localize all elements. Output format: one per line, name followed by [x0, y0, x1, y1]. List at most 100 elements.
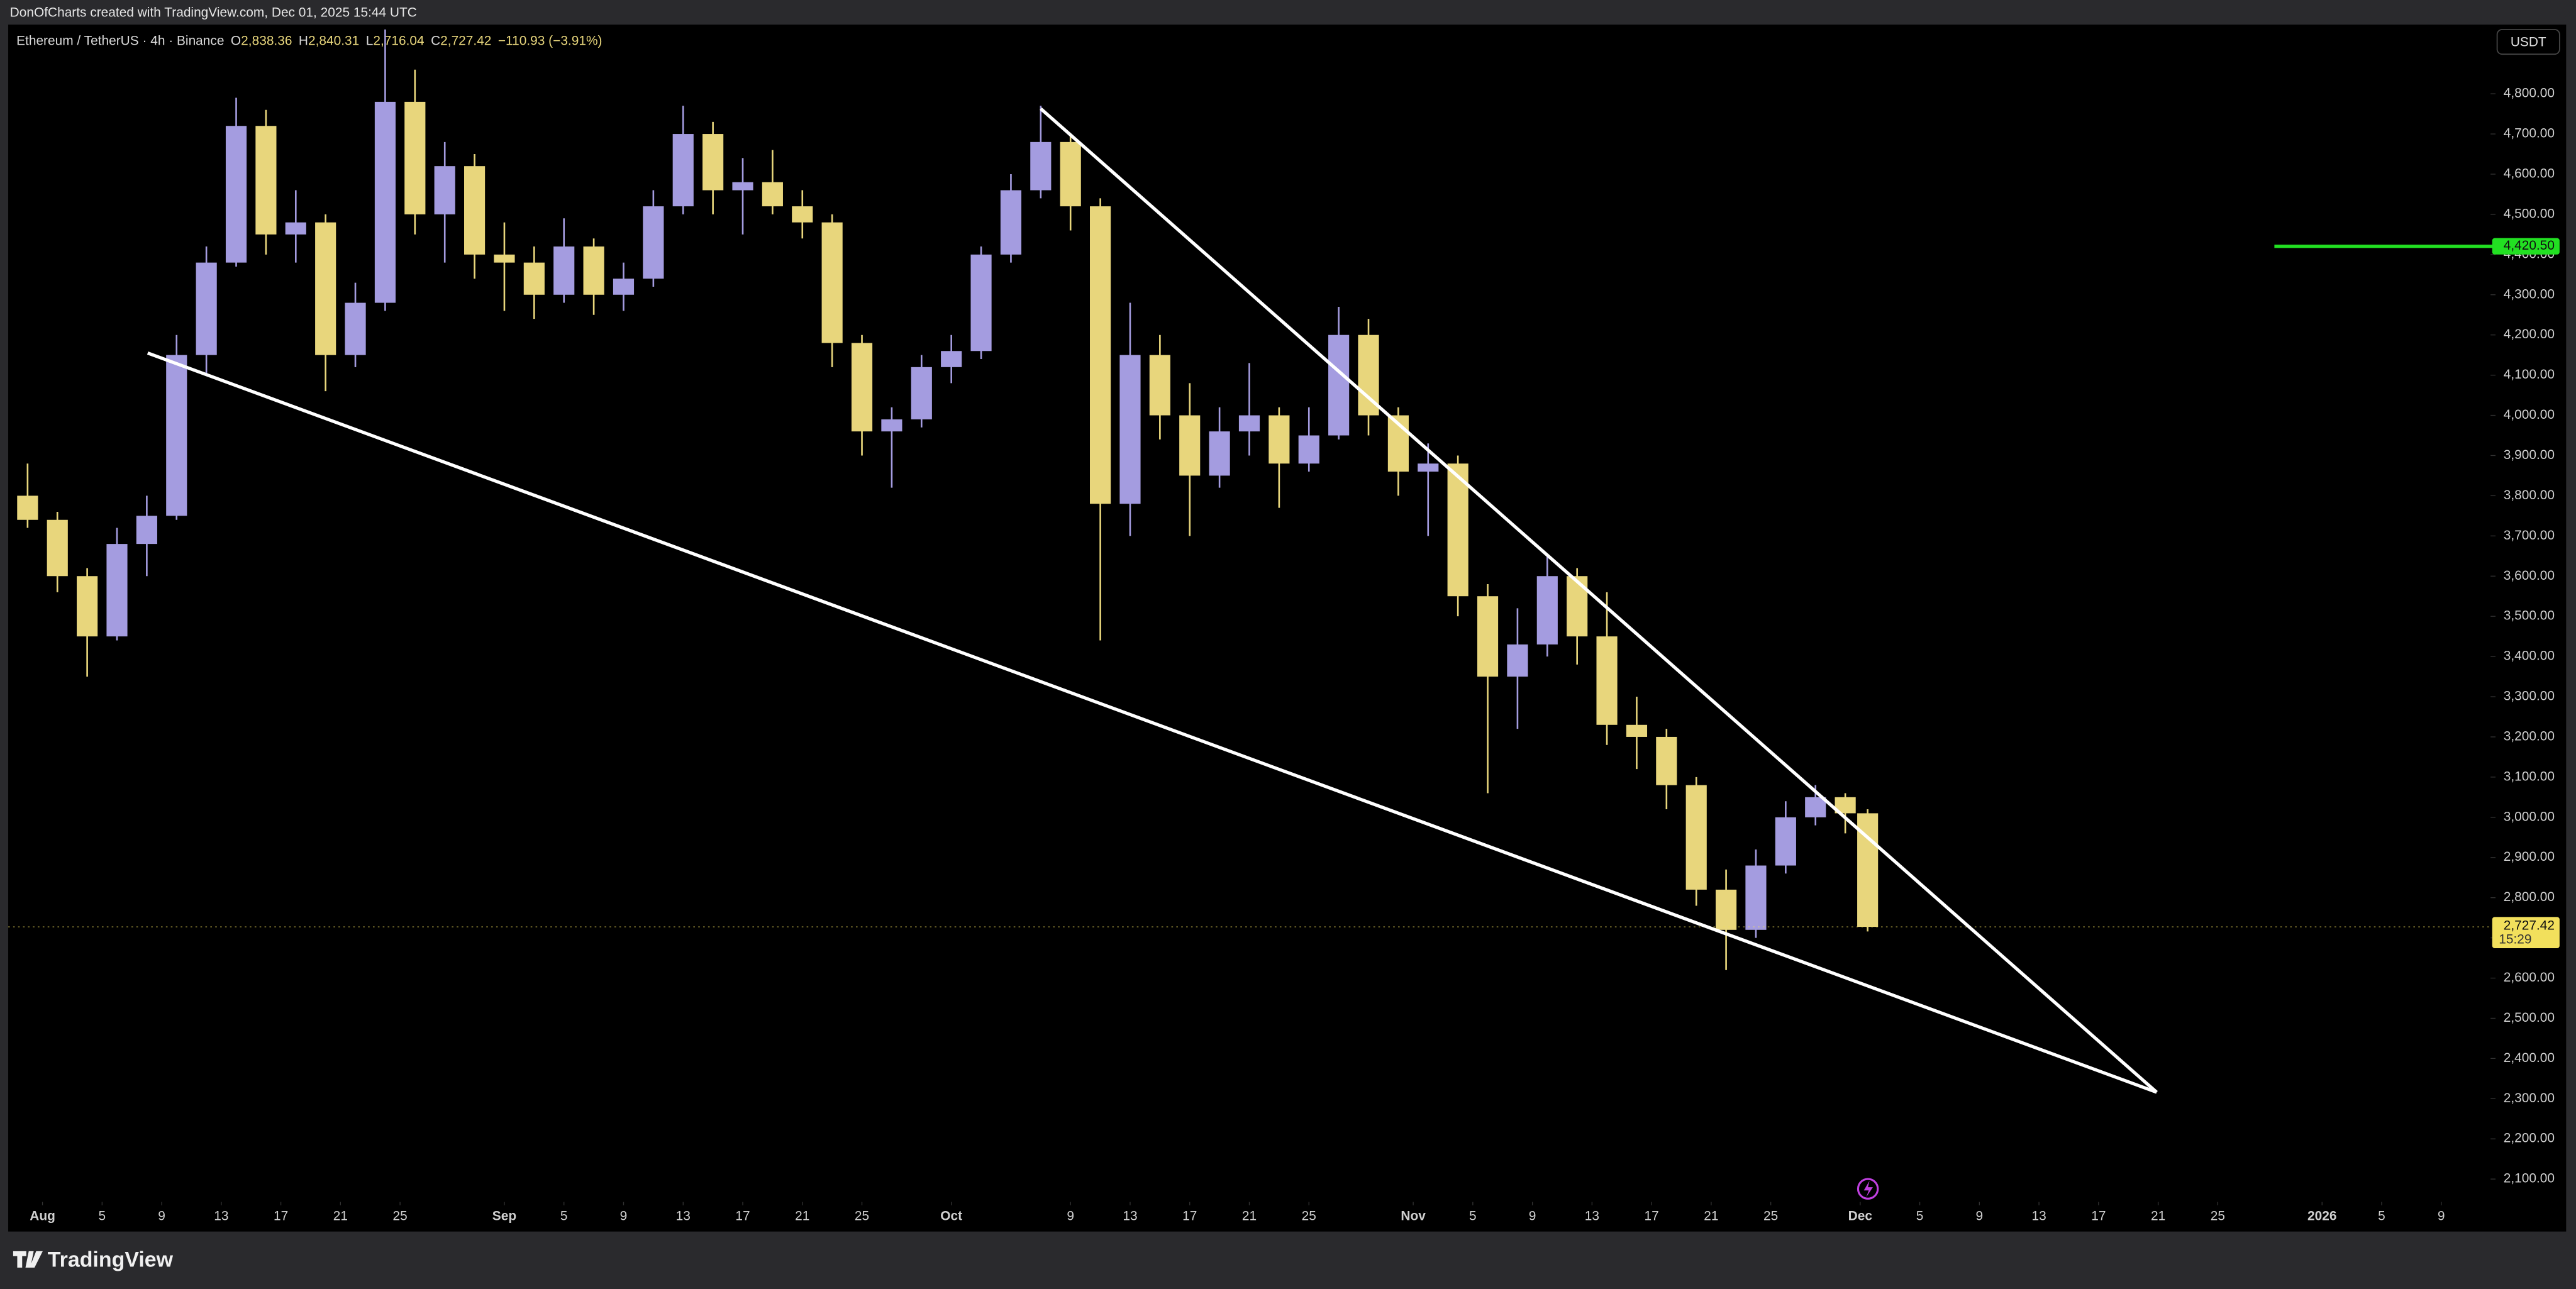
candle-body: [136, 516, 157, 545]
x-tick-label: 21: [2151, 1209, 2165, 1224]
y-tick-label: 3,300.00: [2504, 689, 2555, 704]
legend-ohlc-value: 2,716.04: [373, 33, 424, 48]
trend-line: [147, 351, 2158, 1094]
legend-ohlc-value: 2,840.31: [308, 33, 359, 48]
candle-body: [315, 222, 336, 355]
y-tick-label: 2,200.00: [2504, 1131, 2555, 1146]
legend-symbol: Ethereum / TetherUS · 4h · Binance: [16, 33, 224, 48]
x-tick-label: 17: [735, 1209, 750, 1224]
candle-body: [1745, 865, 1767, 930]
x-tick-label: 17: [2091, 1209, 2106, 1224]
x-tick-label: 21: [333, 1209, 348, 1224]
candle-body: [166, 355, 187, 516]
x-tick-label: 2026: [2307, 1209, 2336, 1224]
candle-body: [196, 262, 217, 355]
x-tick-label: 21: [1242, 1209, 1257, 1224]
candle-body: [1716, 889, 1737, 930]
legend-ohlc-label: O: [231, 33, 241, 48]
y-tick-label: 2,900.00: [2504, 849, 2555, 864]
y-tick-label: 3,200.00: [2504, 729, 2555, 743]
chart-area: [8, 25, 2567, 1232]
x-tick-label: Nov: [1401, 1209, 1426, 1224]
y-tick-label: 4,300.00: [2504, 287, 2555, 301]
candle-body: [285, 222, 306, 235]
candle-body: [17, 495, 38, 520]
candle-body: [1269, 415, 1290, 464]
candle-body: [1060, 141, 1081, 207]
candle-body: [643, 206, 664, 279]
candle-body: [1775, 817, 1796, 866]
alert-label: 4,420.50: [2504, 238, 2555, 253]
y-tick-label: 2,100.00: [2504, 1171, 2555, 1186]
candle-body: [1030, 141, 1052, 191]
x-tick-label: 13: [1123, 1209, 1137, 1224]
x-tick-label: 5: [2378, 1209, 2385, 1224]
y-tick-label: 4,700.00: [2504, 126, 2555, 141]
x-tick-label: 25: [855, 1209, 869, 1224]
candle-body: [404, 101, 426, 214]
x-tick-label: 5: [98, 1209, 106, 1224]
y-tick-label: 3,500.00: [2504, 609, 2555, 623]
x-tick-label: 9: [1529, 1209, 1536, 1224]
candle-body: [523, 262, 545, 295]
candle-body: [732, 182, 753, 191]
candle-body: [1596, 636, 1618, 725]
candle-body: [1626, 724, 1648, 737]
candle-body: [941, 351, 962, 367]
x-tick-label: 25: [1302, 1209, 1316, 1224]
candle-body: [434, 166, 455, 214]
currency-label[interactable]: USDT: [2511, 35, 2546, 49]
last-price-label: 2,727.42: [2504, 918, 2555, 932]
y-tick-label: 4,500.00: [2504, 206, 2555, 221]
y-tick-label: 4,200.00: [2504, 327, 2555, 341]
x-tick-label: 9: [2438, 1209, 2445, 1224]
x-tick-label: 21: [1704, 1209, 1718, 1224]
candle-body: [702, 134, 724, 191]
candle-body: [1298, 435, 1319, 464]
x-tick-label: Dec: [1848, 1209, 1872, 1224]
x-tick-label: 9: [1067, 1209, 1074, 1224]
x-tick-label: 13: [1585, 1209, 1599, 1224]
candle-body: [1685, 785, 1707, 890]
candle-body: [821, 222, 843, 343]
candle-body: [1328, 335, 1350, 436]
x-tick-label: 17: [1182, 1209, 1197, 1224]
candle-body: [851, 343, 873, 432]
candle-body: [374, 101, 396, 303]
candle-body: [47, 519, 68, 577]
candle-body: [1507, 644, 1528, 677]
y-tick-label: 2,500.00: [2504, 1010, 2555, 1025]
x-tick-label: 5: [560, 1209, 568, 1224]
alert-box: [2492, 238, 2560, 255]
y-tick-label: 2,400.00: [2504, 1051, 2555, 1065]
currency-button[interactable]: [2496, 29, 2560, 55]
x-tick-label: 25: [2211, 1209, 2225, 1224]
candle-body: [1179, 415, 1201, 476]
x-tick-label: 9: [1976, 1209, 1984, 1224]
candle-body: [553, 246, 575, 295]
x-tick-label: Aug: [30, 1209, 55, 1224]
candle-body: [1805, 797, 1826, 817]
legend: Ethereum / TetherUS · 4h · Binance O2,838…: [16, 33, 602, 48]
logo: [13, 1251, 43, 1268]
x-tick-label: Sep: [492, 1209, 516, 1224]
credit: DonOfCharts created with TradingView.com…: [10, 5, 417, 19]
candle-body: [1119, 355, 1141, 504]
y-tick-label: 3,900.00: [2504, 448, 2555, 462]
countdown-label: 15:29: [2499, 932, 2531, 946]
candle-body: [1090, 206, 1111, 504]
candle-body: [255, 126, 277, 235]
x-tick-label: 17: [274, 1209, 288, 1224]
y-tick-label: 4,000.00: [2504, 407, 2555, 422]
x-tick-label: 25: [1763, 1209, 1778, 1224]
x-tick-label: Oct: [940, 1209, 962, 1224]
candle-body: [613, 279, 635, 295]
x-tick-label: 13: [2031, 1209, 2046, 1224]
x-tick-label: 13: [214, 1209, 228, 1224]
candle-body: [225, 126, 247, 263]
x-tick-label: 17: [1645, 1209, 1659, 1224]
candle-body: [1238, 415, 1260, 432]
candle-body: [1536, 576, 1558, 644]
y-tick-label: 2,300.00: [2504, 1091, 2555, 1105]
candle-body: [911, 367, 932, 419]
